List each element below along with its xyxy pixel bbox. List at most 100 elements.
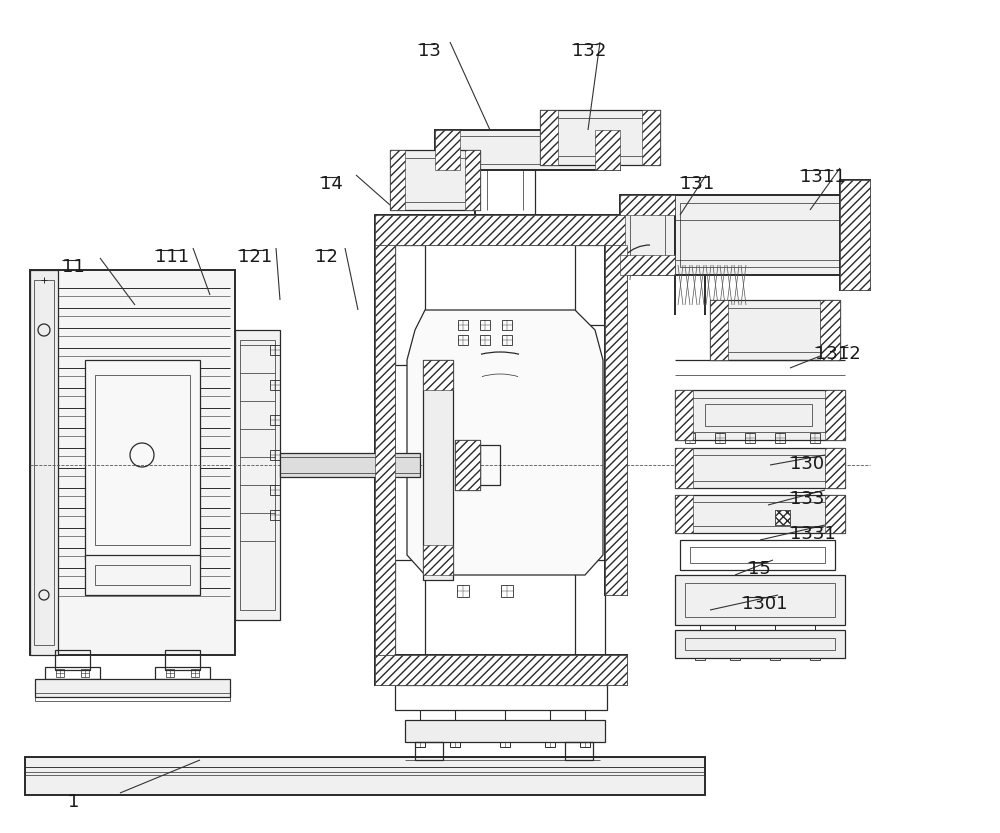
- Bar: [840, 180, 870, 290]
- Bar: [630, 210, 665, 260]
- Bar: [423, 545, 453, 575]
- Bar: [34, 280, 54, 645]
- Bar: [770, 648, 780, 660]
- Bar: [405, 720, 605, 742]
- Bar: [502, 320, 512, 330]
- Bar: [745, 433, 755, 443]
- Bar: [25, 767, 705, 775]
- Bar: [270, 510, 280, 520]
- Bar: [692, 398, 825, 432]
- Text: 1312: 1312: [815, 345, 861, 363]
- Bar: [692, 502, 825, 526]
- Bar: [705, 404, 812, 426]
- Bar: [85, 360, 200, 560]
- Text: 1311: 1311: [800, 168, 846, 186]
- Bar: [375, 655, 627, 685]
- Bar: [675, 390, 693, 440]
- Polygon shape: [407, 310, 603, 575]
- Bar: [605, 245, 627, 595]
- Bar: [825, 495, 845, 533]
- Bar: [730, 648, 740, 660]
- Bar: [395, 560, 425, 655]
- Bar: [775, 510, 790, 525]
- Bar: [580, 735, 590, 747]
- Bar: [845, 227, 865, 242]
- Bar: [166, 669, 174, 677]
- Bar: [840, 180, 870, 290]
- Text: 133: 133: [790, 490, 824, 508]
- Bar: [595, 130, 620, 170]
- Bar: [550, 118, 650, 156]
- Bar: [270, 380, 280, 390]
- Text: 1301: 1301: [742, 595, 788, 613]
- Bar: [465, 150, 480, 210]
- Bar: [540, 110, 558, 165]
- Bar: [845, 271, 865, 286]
- Bar: [270, 415, 280, 425]
- Bar: [390, 150, 480, 210]
- Bar: [435, 130, 460, 170]
- Bar: [685, 638, 835, 650]
- Text: 132: 132: [572, 42, 606, 60]
- Bar: [480, 445, 500, 485]
- Bar: [480, 320, 490, 330]
- Bar: [810, 648, 820, 660]
- Bar: [675, 495, 693, 533]
- Bar: [30, 270, 235, 655]
- Bar: [695, 648, 705, 660]
- Bar: [455, 440, 480, 490]
- Bar: [715, 433, 725, 443]
- Bar: [415, 742, 443, 760]
- Bar: [575, 245, 605, 325]
- Bar: [95, 565, 190, 585]
- Bar: [270, 485, 280, 495]
- Bar: [270, 450, 280, 460]
- Bar: [500, 735, 510, 747]
- Bar: [675, 575, 845, 625]
- Bar: [675, 195, 845, 275]
- Text: 131: 131: [680, 175, 714, 193]
- Bar: [725, 308, 820, 352]
- Bar: [502, 335, 512, 345]
- Bar: [810, 433, 820, 443]
- Text: 1: 1: [68, 793, 79, 811]
- Bar: [398, 158, 472, 202]
- Bar: [458, 320, 468, 330]
- Bar: [45, 667, 100, 679]
- Bar: [445, 136, 610, 164]
- Bar: [95, 375, 190, 545]
- Bar: [375, 245, 395, 655]
- Bar: [56, 669, 64, 677]
- Bar: [692, 455, 825, 481]
- Bar: [680, 540, 835, 570]
- Bar: [457, 585, 469, 597]
- Bar: [235, 330, 280, 620]
- Bar: [825, 390, 845, 440]
- Bar: [605, 245, 627, 595]
- Bar: [25, 757, 705, 795]
- Bar: [375, 215, 625, 245]
- Bar: [423, 360, 453, 580]
- Bar: [680, 203, 840, 267]
- Text: 130: 130: [790, 455, 824, 473]
- Text: 1331: 1331: [790, 525, 836, 543]
- Bar: [435, 130, 620, 170]
- Bar: [620, 195, 675, 215]
- Bar: [280, 457, 420, 473]
- Bar: [30, 270, 58, 655]
- Text: 12: 12: [315, 248, 338, 266]
- Text: 14: 14: [320, 175, 343, 193]
- Bar: [165, 650, 200, 670]
- Bar: [675, 495, 845, 533]
- Bar: [155, 667, 210, 679]
- Bar: [375, 655, 627, 685]
- Text: 15: 15: [748, 560, 771, 578]
- Bar: [395, 685, 607, 710]
- Bar: [620, 255, 675, 275]
- Bar: [395, 245, 425, 365]
- Bar: [710, 300, 728, 360]
- Bar: [455, 440, 480, 490]
- Bar: [450, 735, 460, 747]
- Bar: [501, 585, 513, 597]
- Bar: [642, 110, 660, 165]
